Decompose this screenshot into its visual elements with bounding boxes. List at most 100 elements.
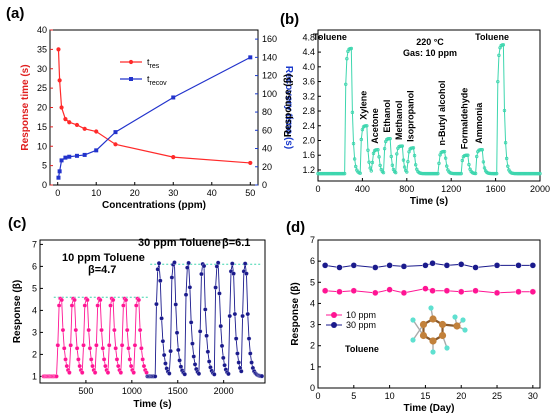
panel-d-series-0-point bbox=[336, 288, 343, 295]
molecule-carbon-atom bbox=[438, 331, 447, 340]
panel-b-ytick-label: 3.2 bbox=[302, 91, 315, 101]
panel-b-point bbox=[505, 156, 509, 161]
panel-c-annotation-beta: β=6.1 bbox=[222, 237, 250, 249]
panel-d-series-1-point bbox=[493, 262, 501, 269]
panel-a-ytick-label: 25 bbox=[37, 83, 47, 93]
panel-c-series-0-point bbox=[64, 363, 70, 369]
panel-c-series-0-point bbox=[106, 342, 112, 348]
panel-c-series-1-point bbox=[206, 359, 212, 364]
panel-b-point bbox=[495, 171, 499, 176]
panel-a-series-0-point bbox=[171, 155, 176, 160]
panel-c-series-1-point bbox=[239, 369, 244, 374]
panel-c-ytick-label: 3 bbox=[32, 327, 37, 337]
panel-b-point bbox=[371, 151, 376, 156]
panel-c-series-0-point bbox=[81, 342, 86, 348]
panel-c-series-1-point bbox=[173, 302, 178, 307]
panel-c-series-1-point bbox=[159, 316, 164, 321]
panel-c-series-1-point bbox=[217, 291, 222, 296]
panel-a-series-0-point bbox=[94, 129, 99, 134]
panel-c-series-1-point bbox=[174, 330, 180, 336]
panel-d-series-0-point bbox=[386, 286, 393, 293]
panel-c-series-1-point bbox=[222, 362, 227, 368]
panel-c-series-0-point bbox=[124, 327, 130, 333]
panel-d-label: (d) bbox=[286, 219, 305, 236]
panel-c-series-0-point bbox=[82, 303, 88, 308]
panel-c-series-1-point bbox=[226, 371, 231, 377]
panel-c-series-0-point bbox=[88, 357, 94, 362]
panel-d-ylabel: Response (β) bbox=[290, 282, 301, 345]
panel-c-series-0-point bbox=[69, 303, 75, 308]
panel-a-ylabel2: Recovery time (s) bbox=[283, 66, 294, 149]
panel-a-ytick-label: 140 bbox=[262, 52, 277, 62]
panel-c-series-0-point bbox=[112, 327, 117, 333]
panel-d-ytick-label: 4 bbox=[310, 298, 315, 308]
panel-d-frame bbox=[317, 239, 541, 389]
panel-c-series-1-point bbox=[169, 275, 175, 280]
panel-c-series-0-point bbox=[139, 346, 144, 351]
panel-b-point bbox=[351, 141, 356, 146]
panel-d-series-0-point bbox=[529, 288, 537, 295]
panel-b-gas-label: Methanol bbox=[394, 101, 404, 141]
panel-c-series-1-point bbox=[201, 263, 207, 269]
panel-d-ytick-label: 7 bbox=[310, 235, 315, 245]
panel-a-ylabel: Response time (s) bbox=[20, 64, 31, 150]
panel-c-series-1-point bbox=[188, 320, 194, 325]
panel-a-series-0-point bbox=[248, 160, 253, 166]
panel-d-series-1-point bbox=[529, 262, 537, 269]
panel-b-point bbox=[342, 171, 347, 176]
panel-a-series-1-point bbox=[63, 155, 68, 160]
panel-b-point bbox=[501, 43, 506, 47]
panel-b-point bbox=[480, 148, 484, 152]
panel-a-series-0-point bbox=[74, 122, 80, 128]
panel-b-point bbox=[466, 153, 470, 157]
panel-c-series-1-point bbox=[248, 351, 253, 356]
molecule-hydrogen-atom bbox=[410, 317, 416, 323]
panel-d-xtick-label: 0 bbox=[315, 391, 320, 401]
panel-b-gas-label: Xylene bbox=[359, 91, 369, 120]
panel-c-series-0-point bbox=[126, 346, 131, 351]
panel-c-annotation-beta: β=4.7 bbox=[88, 264, 116, 276]
panel-c-series-1-point bbox=[235, 351, 240, 356]
panel-c-series-1-point bbox=[182, 371, 187, 377]
panel-b-point bbox=[411, 146, 416, 150]
panel-c-series-0-point bbox=[63, 357, 68, 362]
panel-b-point bbox=[502, 108, 507, 113]
panel-a-ytick-label: 100 bbox=[262, 89, 277, 99]
panel-c-frame bbox=[39, 239, 266, 384]
molecule-hydrogen-atom bbox=[462, 327, 468, 333]
panel-c-series-0-point bbox=[137, 327, 143, 333]
panel-c-series-1-point bbox=[219, 343, 225, 349]
panel-a-frame bbox=[49, 29, 259, 186]
panel-d-legend-marker bbox=[331, 322, 337, 328]
panel-b-point bbox=[497, 53, 501, 58]
panel-c-series-0-point bbox=[94, 342, 99, 348]
panel-d-xtick-label: 10 bbox=[385, 391, 395, 401]
panel-d-ytick-label: 2 bbox=[310, 341, 315, 351]
panel-d-legend-marker bbox=[331, 312, 337, 318]
panel-c-series-0-point bbox=[133, 303, 139, 308]
panel-b-point bbox=[400, 144, 405, 148]
panel-b-point bbox=[369, 169, 373, 173]
panel-c-series-0-point bbox=[113, 346, 118, 351]
panel-c-series-1-point bbox=[212, 372, 217, 377]
panel-d-series-1-point bbox=[429, 260, 436, 267]
panel-c-xlabel: Time (s) bbox=[133, 399, 171, 410]
panel-b-point bbox=[458, 171, 462, 176]
panel-c-series-0-point bbox=[100, 346, 106, 351]
panel-c-series-1-point bbox=[246, 336, 252, 341]
panel-c-series-1-point bbox=[185, 265, 190, 270]
panel-d-series-1-point bbox=[458, 261, 465, 268]
panel-b-point bbox=[378, 163, 382, 168]
panel-c-series-0-point bbox=[118, 370, 124, 375]
panel-b-point bbox=[345, 56, 349, 61]
panel-b-xtick-label: 1200 bbox=[441, 184, 461, 194]
panel-c-series-1-point bbox=[236, 360, 241, 365]
panel-c-series-1-point bbox=[160, 338, 166, 344]
panel-c-series-1-point bbox=[154, 301, 159, 307]
panel-a-ytick-label: 20 bbox=[37, 103, 47, 113]
panel-b-point bbox=[436, 171, 440, 176]
molecule-hydrogen-atom bbox=[452, 314, 458, 320]
panel-b-ytick-label: 4.0 bbox=[302, 62, 315, 72]
molecule-carbon-atom bbox=[419, 320, 428, 329]
panel-b-point bbox=[350, 110, 355, 115]
